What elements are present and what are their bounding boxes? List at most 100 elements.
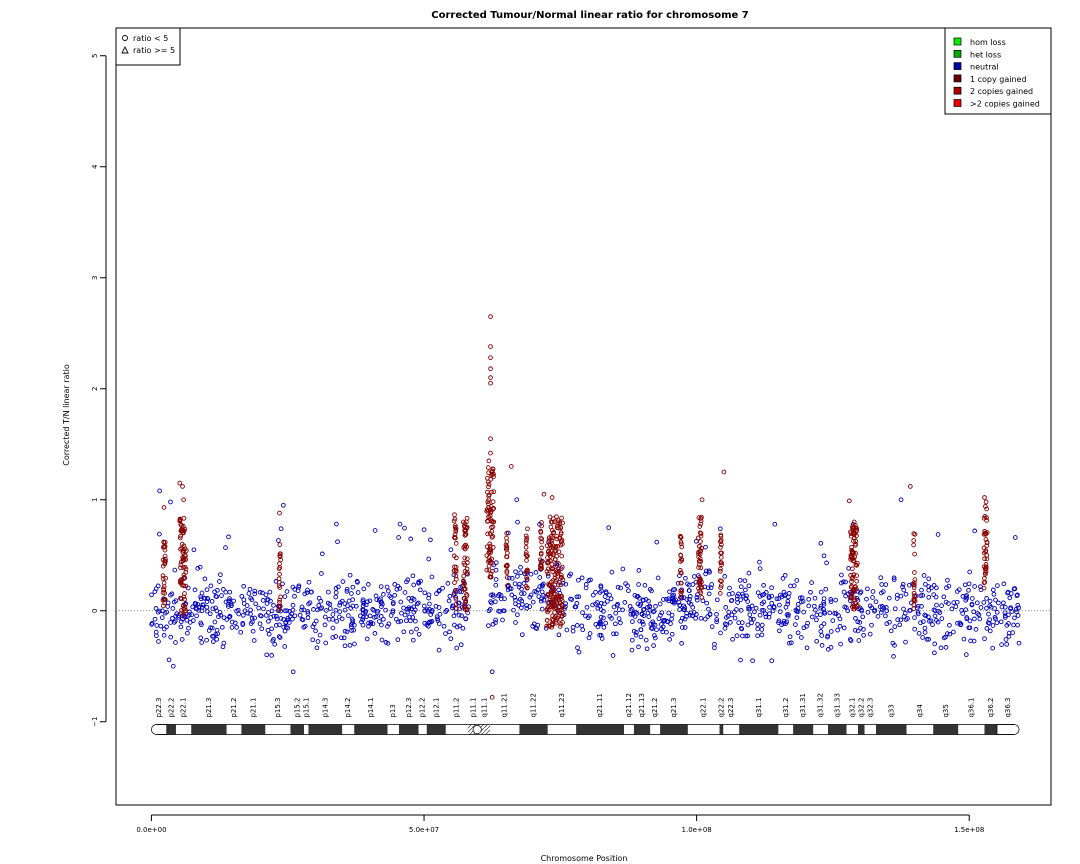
neutral-point [576, 594, 582, 600]
gained-point [560, 520, 565, 526]
neutral-point [219, 624, 225, 630]
neutral-point [821, 621, 827, 627]
band-label: p12.1 [432, 697, 440, 717]
gained-point [183, 608, 189, 613]
neutral-point [872, 607, 878, 613]
neutral-point [744, 593, 749, 599]
gained-point [678, 588, 684, 594]
gained-point [696, 559, 702, 564]
gained-outlier-point [486, 458, 492, 464]
gained-point [538, 562, 544, 568]
neutral-point [748, 616, 754, 622]
ideogram-band [547, 724, 577, 735]
band-label: q11.22 [530, 693, 538, 717]
gained-point [696, 565, 701, 570]
neutral-point [642, 582, 648, 588]
gained-outlier-point [488, 314, 493, 319]
gained-point [848, 573, 853, 578]
gained-point [464, 593, 470, 599]
neutral-point [414, 626, 419, 632]
neutral-point [693, 615, 698, 621]
neutral-point [385, 624, 390, 629]
ideogram-band [290, 724, 305, 735]
gained-outlier-point [488, 355, 493, 361]
neutral-point [861, 632, 866, 638]
neutral-point [333, 594, 339, 600]
gained-point [981, 550, 987, 556]
gained-point [276, 566, 282, 572]
gained-point [850, 566, 855, 572]
neutral-point [1011, 622, 1016, 628]
gained-point [853, 538, 859, 544]
neutral-point [191, 547, 197, 553]
gained-point [179, 541, 185, 547]
gained-point [855, 560, 860, 566]
neutral-point [613, 631, 619, 637]
neutral-point [184, 617, 190, 623]
gained-point [178, 546, 183, 552]
neutral-point [706, 606, 711, 612]
neutral-point [755, 633, 760, 639]
neutral-point [943, 599, 949, 605]
neutral-point [215, 587, 220, 593]
neutral-point [945, 577, 950, 583]
gained-point [677, 568, 683, 573]
neutral-point [598, 619, 603, 625]
neutral-point [1012, 615, 1017, 621]
neutral-point [943, 645, 949, 650]
neutral-point [166, 657, 172, 663]
neutral-point [337, 600, 343, 606]
gained-point [178, 565, 183, 571]
gained-point [491, 489, 497, 495]
neutral-point [217, 610, 223, 615]
gained-point [698, 533, 704, 539]
neutral-point [951, 629, 956, 635]
neutral-point [515, 519, 520, 525]
neutral-point [999, 604, 1005, 610]
neutral-point [694, 595, 700, 600]
neutral-point [406, 607, 412, 612]
gained-point [523, 569, 529, 575]
neutral-point [858, 625, 863, 631]
band-label: p12.2 [419, 697, 427, 717]
gained-point [486, 505, 491, 510]
neutral-point [157, 531, 162, 537]
ideogram-band [342, 724, 355, 735]
neutral-point [902, 610, 908, 616]
band-label: p21.3 [205, 697, 213, 717]
neutral-point [603, 620, 609, 626]
neutral-point [737, 577, 743, 583]
neutral-point [660, 618, 666, 623]
neutral-point [651, 643, 656, 648]
neutral-point [363, 608, 369, 614]
neutral-point [326, 589, 331, 595]
neutral-point [383, 607, 388, 613]
x-axis-label: Chromosome Position [541, 854, 628, 863]
neutral-point [916, 630, 922, 636]
neutral-point [797, 595, 803, 601]
gained-point [523, 544, 529, 550]
neutral-point [964, 595, 970, 601]
gained-point [549, 519, 555, 525]
gained-point [679, 589, 685, 595]
neutral-point [982, 636, 987, 642]
neutral-point [647, 603, 653, 609]
neutral-point [282, 594, 288, 599]
neutral-point [939, 603, 944, 608]
neutral-point [705, 585, 711, 591]
gained-point [451, 568, 457, 574]
gained-point [849, 579, 854, 584]
neutral-point [426, 592, 432, 598]
neutral-point [881, 605, 887, 611]
neutral-point [225, 602, 231, 607]
neutral-point [518, 564, 523, 570]
neutral-point [264, 597, 270, 603]
neutral-point [747, 612, 753, 618]
neutral-point [168, 620, 173, 625]
gained-point [549, 538, 555, 544]
gained-point [554, 601, 560, 607]
neutral-point [616, 607, 622, 612]
neutral-point [722, 621, 728, 627]
neutral-point [984, 605, 989, 611]
neutral-point [333, 634, 339, 639]
